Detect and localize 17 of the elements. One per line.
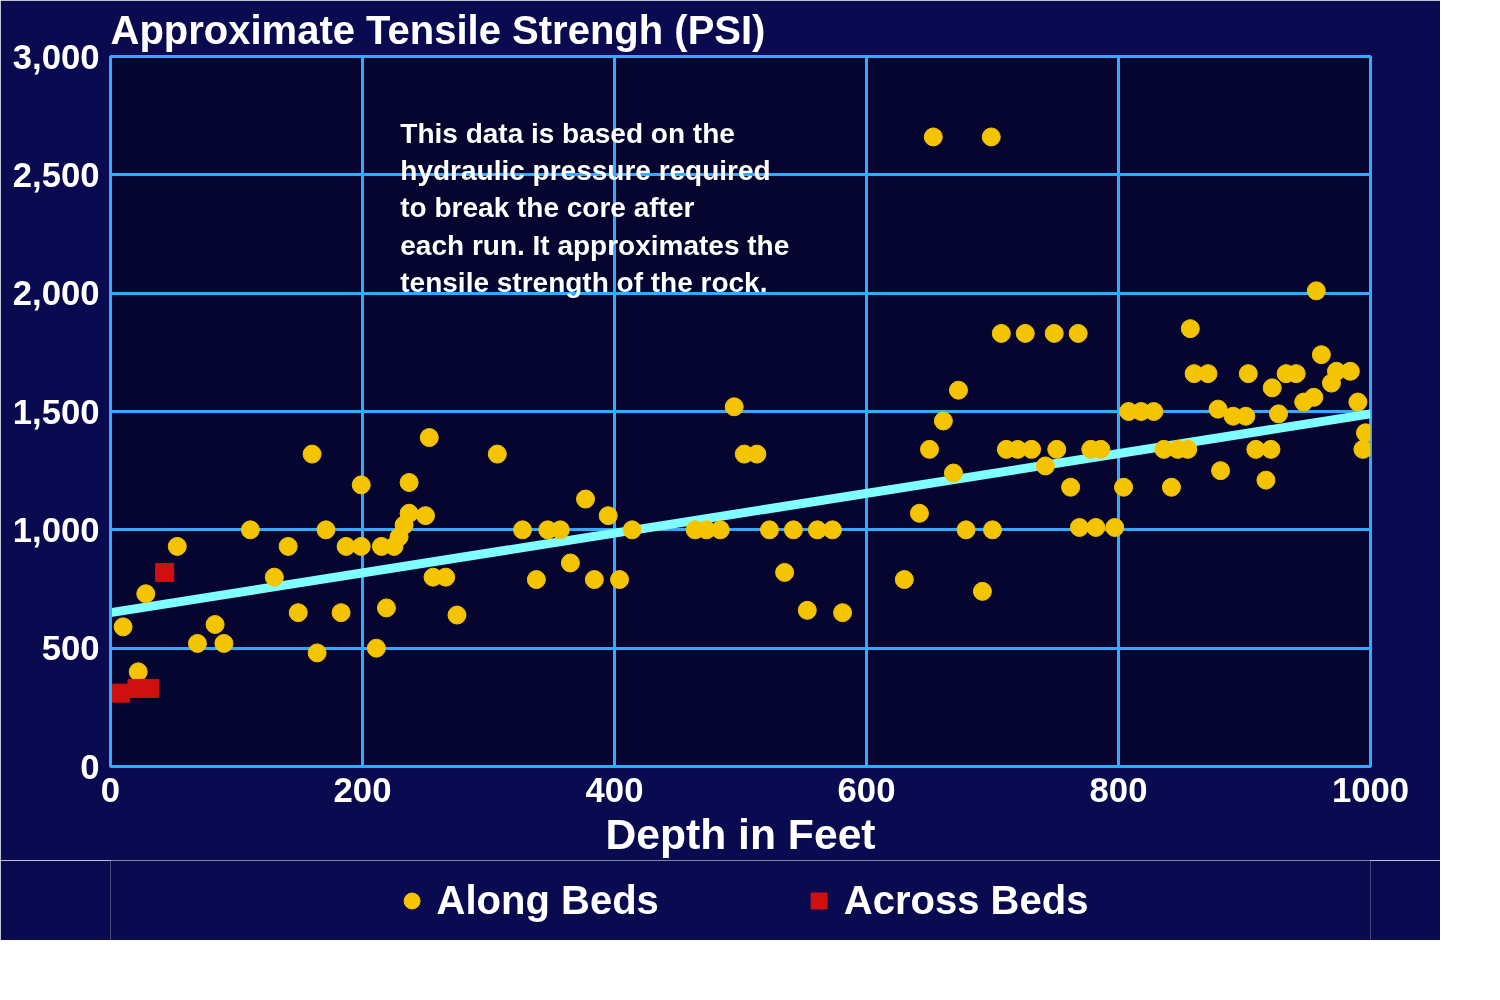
y-tick-label: 3,000 [12, 37, 100, 76]
y-tick-label: 2,500 [12, 155, 100, 194]
legend-label: Along Beds [436, 877, 659, 923]
y-tick-label: 500 [41, 629, 100, 668]
x-tick-label: 800 [1089, 770, 1148, 809]
x-tick-label: 1000 [1331, 770, 1410, 809]
y-tick-label: 1,500 [12, 392, 100, 431]
chart-title: Approximate Tensile Strengh (PSI) [110, 7, 766, 52]
x-tick-label: 200 [333, 770, 392, 809]
legend-label: Across Beds [843, 877, 1089, 923]
x-axis-title: Depth in Feet [605, 809, 876, 858]
y-tick-label: 2,000 [12, 274, 100, 313]
x-tick-label: 600 [837, 770, 896, 809]
point [140, 678, 160, 698]
x-tick-label: 400 [585, 770, 644, 809]
y-tick-label: 1,000 [12, 510, 100, 549]
point [155, 562, 175, 582]
